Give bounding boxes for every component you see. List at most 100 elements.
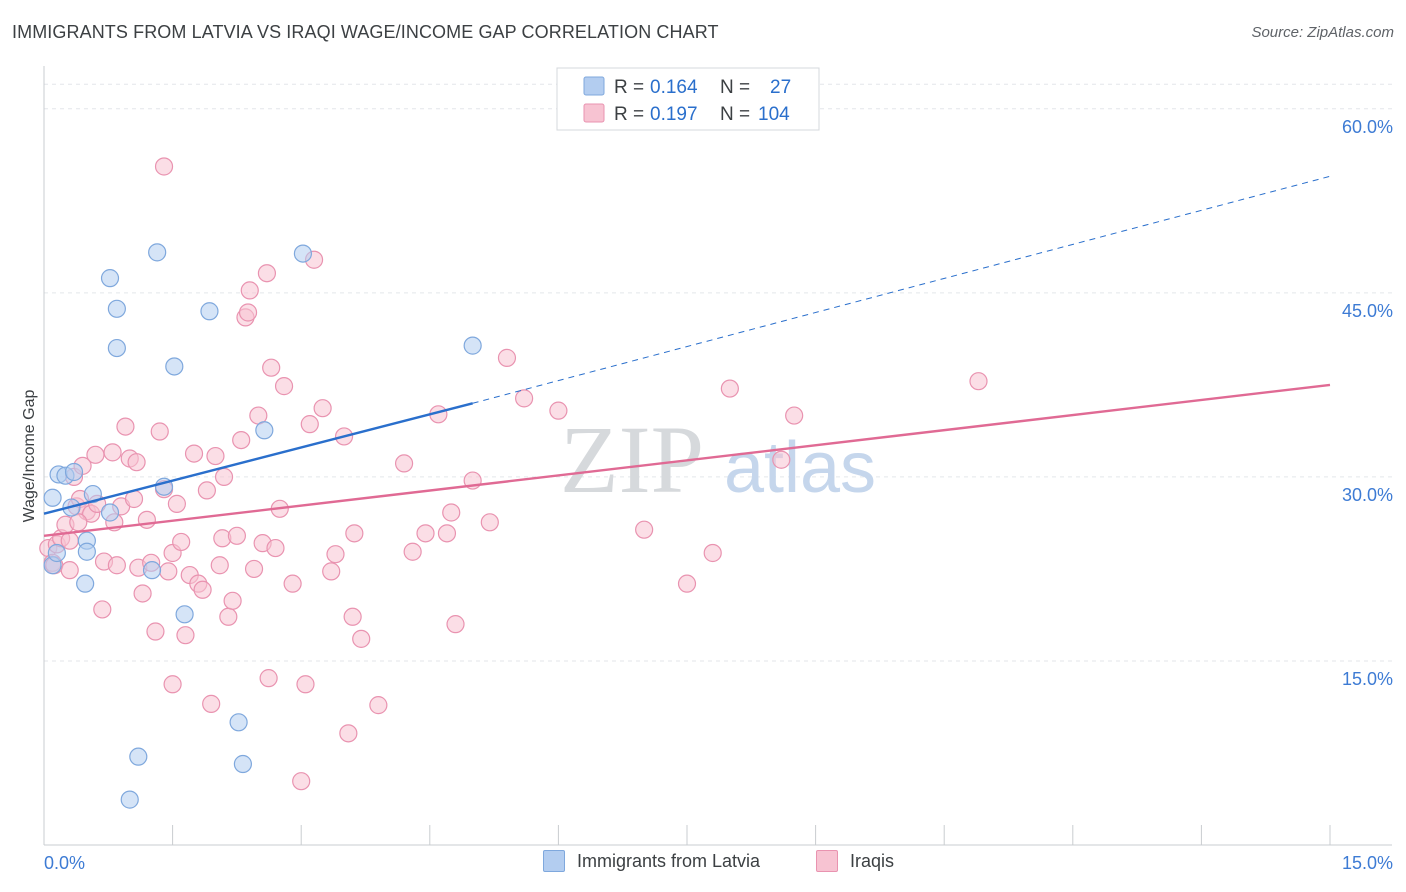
iraqis-trend-line	[43, 383, 1331, 537]
trend-lines	[43, 175, 1331, 537]
iraqis-point	[394, 454, 414, 473]
y-tick-label: 60.0%	[1342, 117, 1393, 137]
chart-title: IMMIGRANTS FROM LATVIA VS IRAQI WAGE/INC…	[12, 22, 719, 42]
iraqis-point	[184, 444, 204, 463]
latvia-point	[107, 299, 126, 318]
iraqis-point	[635, 520, 654, 539]
watermark: ZIP atlas	[560, 406, 876, 513]
x-tick-label-max: 15.0%	[1342, 853, 1393, 873]
iraqis-point	[60, 561, 79, 580]
iraqis-point	[86, 445, 105, 464]
latvia-point	[64, 462, 84, 482]
legend-r-value-latvia: 0.164	[650, 77, 698, 98]
iraqis-point	[785, 406, 804, 425]
latvia-point	[43, 488, 62, 507]
iraqis-point	[214, 467, 234, 487]
iraqis-point	[292, 772, 311, 791]
iraqis-point	[442, 503, 461, 522]
legend-swatch-latvia	[583, 76, 605, 96]
iraqis-point	[969, 372, 988, 391]
iraqis-point	[403, 542, 422, 561]
latvia-point	[229, 713, 248, 732]
iraqis-points	[39, 157, 988, 791]
iraqis-point	[259, 669, 278, 688]
correlation-legend: R = 0.164 N = 27 R = 0.197 N = 104	[556, 67, 820, 131]
iraqis-point	[232, 430, 251, 450]
iraqis-point	[703, 543, 722, 563]
latvia-point	[100, 503, 120, 522]
iraqis-point	[300, 415, 319, 434]
y-axis-label: Wage/Income Gap	[21, 390, 38, 523]
latvia-point	[107, 338, 126, 358]
series-legend: Immigrants from Latvia Iraqis	[0, 850, 1406, 880]
iraqis-point	[262, 358, 281, 377]
latvia-point	[76, 574, 95, 593]
legend-label-latvia: Immigrants from Latvia	[577, 850, 761, 871]
legend-n-label-latvia: N =	[720, 77, 750, 98]
latvia-point	[175, 605, 194, 624]
legend-swatch-latvia-bottom	[543, 850, 565, 872]
iraqis-point	[238, 303, 258, 322]
latvia-point	[77, 542, 96, 561]
iraqis-point	[720, 379, 739, 398]
iraqis-point	[339, 724, 358, 743]
watermark-zip: ZIP	[560, 406, 704, 513]
iraqis-point	[202, 694, 221, 713]
iraqis-point	[163, 675, 182, 694]
latvia-point	[293, 244, 313, 263]
iraqis-point	[677, 574, 697, 593]
iraqis-point	[326, 545, 345, 564]
iraqis-point	[313, 399, 332, 418]
iraqis-point	[127, 453, 146, 472]
iraqis-point	[240, 281, 259, 300]
iraqis-point	[172, 532, 191, 552]
iraqis-point	[60, 531, 79, 550]
tick-labels: 15.0% 30.0% 45.0% 60.0% 0.0% 15.0%	[44, 117, 1393, 873]
y-tick-label: 45.0%	[1342, 301, 1393, 321]
legend-label-iraqis: Iraqis	[850, 850, 895, 871]
legend-r-label-iraqis: R =	[614, 104, 644, 125]
latvia-point	[148, 243, 167, 262]
iraqis-point	[772, 450, 791, 469]
iraqis-point	[274, 377, 294, 396]
legend-n-label-iraqis: N =	[720, 104, 750, 125]
iraqis-point	[416, 524, 435, 543]
iraqis-point	[103, 443, 122, 462]
latvia-point	[255, 421, 274, 440]
legend-swatch-iraqis-bottom	[816, 850, 838, 872]
iraqis-point	[343, 607, 362, 626]
iraqis-point	[219, 607, 238, 626]
legend-swatch-iraqis	[583, 103, 605, 123]
iraqis-point	[223, 591, 242, 610]
iraqis-point	[244, 559, 264, 579]
iraqis-point	[446, 615, 465, 634]
axes	[43, 66, 1392, 846]
legend-r-value-iraqis: 0.197	[650, 104, 698, 125]
iraqis-point	[137, 510, 156, 529]
legend-n-value-iraqis: 104	[758, 104, 790, 125]
latvia-point	[129, 747, 148, 766]
latvia-point	[200, 302, 219, 321]
latvia-point	[142, 561, 162, 580]
iraqis-point	[146, 622, 165, 641]
latvia-trend-line	[43, 402, 473, 515]
iraqis-point	[197, 481, 216, 500]
latvia-trend-extension	[472, 175, 1331, 404]
latvia-point	[100, 269, 120, 288]
latvia-point	[463, 336, 482, 355]
gridlines	[44, 83, 1392, 662]
iraqis-point	[322, 562, 341, 581]
iraqis-point	[345, 524, 364, 543]
iraqis-point	[206, 446, 225, 466]
legend-item-iraqis: Iraqis	[816, 850, 894, 872]
iraqis-point	[133, 584, 152, 603]
latvia-points	[43, 243, 482, 809]
iraqis-point	[369, 696, 388, 715]
latvia-point	[120, 790, 139, 809]
iraqis-point	[352, 629, 371, 648]
x-tick-label-min: 0.0%	[44, 853, 85, 873]
legend-item-latvia: Immigrants from Latvia	[543, 850, 760, 872]
iraqis-point	[266, 538, 285, 558]
iraqis-point	[167, 494, 186, 513]
